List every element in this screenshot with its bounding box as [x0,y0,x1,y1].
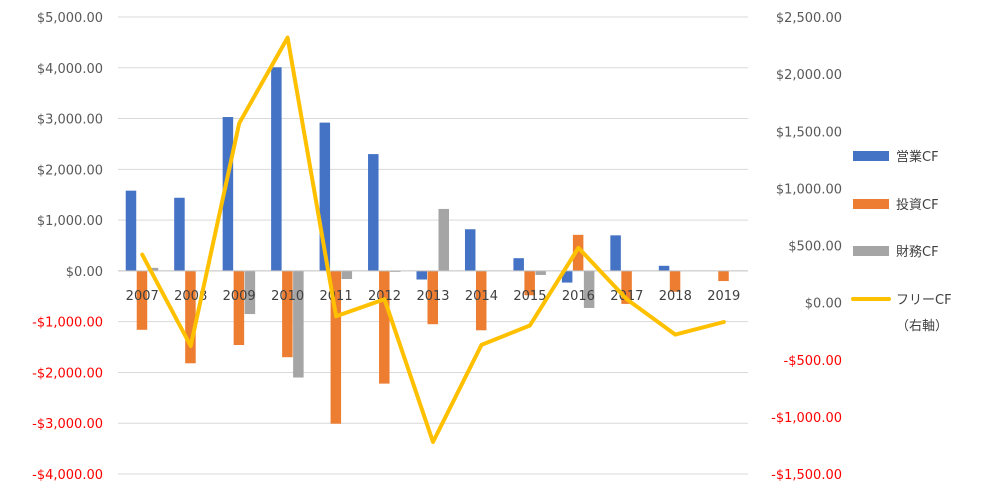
bar-営業CF-2008 [174,197,185,271]
bar-営業CF-2016 [561,270,573,283]
legend-label-営業CF: 営業CF [896,149,939,165]
bar-財務CF-2016 [583,270,595,308]
bar-営業CF-2015 [513,258,524,271]
bar-投資CF-2014 [475,270,487,331]
bar-財務CF-2007 [147,267,159,271]
right-tick-label-7: -$1,000.00 [771,411,842,426]
legend-label-財務CF: 財務CF [896,245,939,260]
left-tick-label-8: -$3,000.00 [32,417,103,432]
bar-財務CF-2012 [390,270,401,272]
legend-swatch-財務CF [853,246,889,256]
bar-営業CF-2009 [222,117,234,271]
category-label-2014: 2014 [465,289,498,304]
category-label-2007: 2007 [126,289,159,304]
category-labels: 2007 2008 2009 2010 2011 2012 2013 2014 2015 2016… [126,289,741,304]
bar-営業CF-2017 [610,235,621,271]
bar-投資CF-2013 [427,270,438,325]
right-tick-label-2: $1,500.00 [776,125,842,140]
left-tick-label-0: $5,000.00 [37,11,103,26]
right-tick-label-6: -$500.00 [784,354,842,369]
bar-営業CF-2011 [319,122,331,271]
left-tick-label-1: $4,000.00 [37,62,103,77]
bar-投資CF-2010 [282,270,293,358]
left-tick-label-2: $3,000.00 [37,113,103,128]
bar-投資CF-2017 [621,270,632,304]
bar-営業CF-2013 [416,270,427,280]
left-tick-label-5: $0.00 [66,265,103,280]
category-label-2011: 2011 [320,289,353,304]
legend-label-投資CF: 投資CF [896,197,939,213]
bar-財務CF-2011 [341,270,353,280]
bar-財務CF-2010 [293,270,304,378]
category-label-2013: 2013 [416,289,449,304]
line-フリーCF [140,35,726,444]
bar-投資CF-2007 [136,270,148,330]
category-label-2015: 2015 [513,289,546,304]
bar-財務CF-2015 [535,270,546,275]
bar-投資CF-2012 [379,270,390,384]
bar-営業CF-2010 [271,67,282,271]
left-tick-label-6: -$1,000.00 [32,316,103,331]
bar-投資CF-2009 [233,270,245,346]
line-series [140,35,726,444]
bar-投資CF-2016 [572,234,584,271]
left-tick-label-7: -$2,000.00 [32,366,103,381]
left-tick-label-9: -$4,000.00 [32,468,103,483]
legend-label-line2: （右軸） [896,319,948,334]
bar-財務CF-2009 [244,270,256,315]
bar-営業CF-2012 [368,154,379,271]
legend-swatch-営業CF [853,151,889,161]
bar-営業CF-2018 [658,265,670,271]
bar-営業CF-2014 [464,229,476,271]
left-tick-label-3: $2,000.00 [37,163,103,178]
left-tick-label-4: $1,000.00 [37,214,103,229]
right-tick-label-3: $1,000.00 [776,182,842,197]
category-label-2019: 2019 [707,289,740,304]
right-tick-label-4: $500.00 [788,240,842,255]
right-tick-label-1: $2,000.00 [776,68,842,83]
bar-投資CF-2011 [330,270,342,424]
bar-営業CF-2007 [125,190,137,271]
right-tick-label-5: $0.00 [805,297,842,312]
legend-label-フリーCF: フリーCF [896,293,952,308]
category-label-2009: 2009 [223,289,256,304]
bar-財務CF-2013 [438,208,449,271]
category-label-2010: 2010 [271,289,304,304]
bar-投資CF-2019 [718,270,729,282]
left-axis-ticks: $5,000.00 $4,000.00 $3,000.00 $2,000.00 $1,0… [32,11,103,483]
legend: 営業CF 投資CF 財務CF フリーCF （右軸） [851,149,952,334]
bar-series [125,67,729,424]
legend-swatch-投資CF [853,199,889,209]
bar-投資CF-2008 [185,270,196,364]
right-tick-label-8: -$1,500.00 [771,468,842,483]
bar-投資CF-2018 [669,270,681,292]
category-label-2018: 2018 [659,289,692,304]
right-tick-label-0: $2,500.00 [776,11,842,26]
category-label-2016: 2016 [562,289,595,304]
right-axis-ticks: $2,500.00 $2,000.00 $1,500.00 $1,000.00 $500… [771,11,842,483]
bar-投資CF-2015 [524,270,535,296]
